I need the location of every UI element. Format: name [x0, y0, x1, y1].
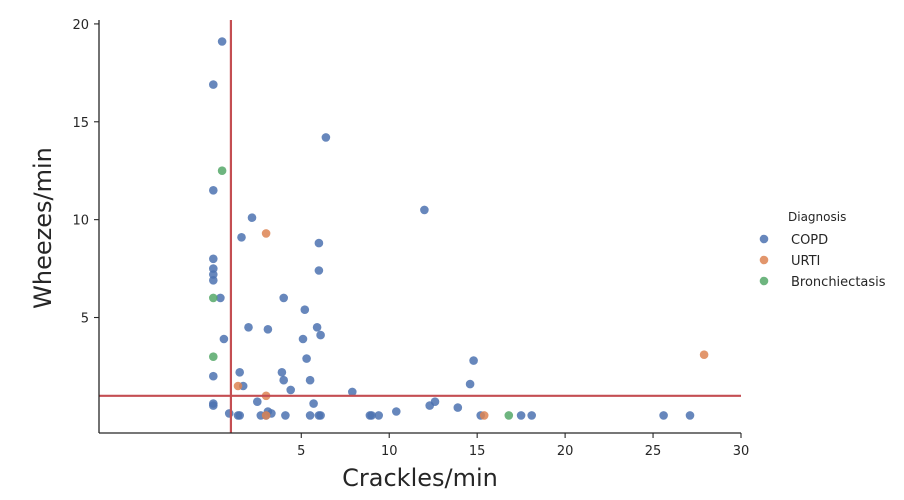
- data-point-copd: [516, 411, 526, 420]
- data-point-copd: [279, 293, 289, 303]
- data-point-urti: [699, 350, 709, 360]
- data-point-copd: [312, 323, 322, 332]
- data-point-copd: [685, 411, 695, 420]
- reference-lines: [99, 20, 741, 433]
- data-point-copd: [209, 80, 218, 89]
- legend-marker: [759, 234, 769, 244]
- data-point-copd: [263, 325, 273, 334]
- data-point-copd: [252, 397, 262, 407]
- data-point-copd: [527, 411, 536, 420]
- data-point-copd: [425, 401, 435, 410]
- x-tick-label: 20: [557, 444, 574, 459]
- data-point-copd: [286, 385, 296, 395]
- data-point-copd: [209, 186, 218, 195]
- data-point-copd: [316, 411, 325, 420]
- legend-label: URTI: [791, 254, 820, 269]
- data-point-copd: [277, 368, 287, 377]
- x-tick-label: 25: [645, 444, 662, 459]
- data-point-copd: [314, 266, 324, 275]
- data-point-copd: [305, 411, 315, 420]
- data-point-copd: [302, 354, 311, 363]
- data-point-copd: [298, 334, 308, 344]
- data-point-copd: [224, 409, 234, 418]
- data-point-copd: [348, 387, 357, 397]
- data-point-copd: [392, 407, 401, 416]
- data-point-copd: [216, 293, 225, 303]
- x-tick-label: 15: [469, 444, 486, 459]
- legend-marker: [759, 276, 769, 286]
- data-point-copd: [300, 305, 310, 315]
- y-tick-label: 10: [72, 214, 89, 229]
- data-point-copd: [321, 133, 331, 142]
- data-point-copd: [209, 401, 218, 410]
- data-point-copd: [453, 403, 463, 412]
- data-point-copd: [367, 411, 376, 420]
- data-point-copd: [316, 330, 325, 340]
- data-point-copd: [469, 356, 478, 365]
- y-axis-title: Wheezes/min: [29, 147, 57, 309]
- data-point-urti: [261, 229, 271, 238]
- legend-title: Diagnosis: [788, 210, 846, 224]
- data-point-bronchiectasis: [209, 352, 218, 362]
- axes: [98, 20, 741, 434]
- data-point-copd: [235, 411, 244, 420]
- data-point-copd: [209, 371, 218, 381]
- y-tick-label: 20: [72, 18, 89, 33]
- data-point-copd: [465, 379, 475, 389]
- data-point-urti: [261, 411, 271, 420]
- marks-layer: [209, 37, 709, 420]
- data-point-copd: [420, 205, 429, 215]
- legend-marker: [759, 255, 769, 265]
- x-tick-label: 5: [297, 444, 305, 459]
- y-tick-label: 5: [81, 312, 89, 327]
- data-point-copd: [237, 233, 246, 242]
- data-point-bronchiectasis: [209, 293, 218, 303]
- x-tick-label: 30: [733, 444, 750, 459]
- data-point-copd: [314, 238, 324, 248]
- data-point-copd: [309, 399, 318, 408]
- x-tick-label: 10: [381, 444, 398, 459]
- data-point-copd: [281, 411, 290, 420]
- data-point-copd: [219, 334, 229, 344]
- data-point-copd: [217, 37, 227, 46]
- legend-label: COPD: [791, 233, 828, 248]
- ticks: 5 10 15 20 25 30 5 10 15 20: [72, 18, 749, 459]
- data-point-copd: [279, 375, 289, 385]
- data-point-copd: [209, 254, 218, 264]
- data-point-copd: [244, 323, 253, 332]
- data-point-bronchiectasis: [504, 411, 514, 420]
- data-point-copd: [305, 375, 315, 385]
- y-tick-label: 15: [72, 116, 89, 131]
- data-point-copd: [209, 264, 218, 273]
- data-point-copd: [235, 368, 244, 377]
- data-point-urti: [479, 411, 489, 420]
- legend-label: Bronchiectasis: [791, 275, 886, 290]
- data-point-urti: [233, 381, 243, 391]
- data-point-bronchiectasis: [217, 166, 227, 175]
- data-point-copd: [247, 213, 257, 222]
- legend: Diagnosis COPD URTI Bronchiectasis: [759, 210, 886, 290]
- x-axis-title: Crackles/min: [342, 464, 498, 492]
- data-point-copd: [209, 276, 218, 285]
- data-point-copd: [659, 411, 668, 420]
- data-point-copd: [374, 411, 384, 420]
